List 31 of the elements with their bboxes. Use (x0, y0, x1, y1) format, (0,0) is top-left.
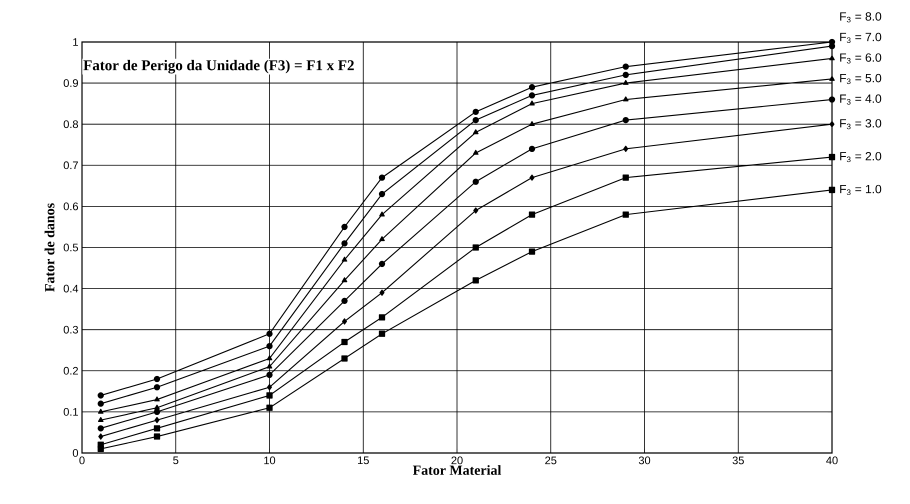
y-tick-label: 0.9 (64, 79, 78, 87)
series-label: F$_{3}$ = 6.0 (840, 53, 882, 64)
series-label: F$_{3}$ = 8.0 (840, 12, 882, 22)
legend-label: F$_{3}$ = 7.0 (840, 32, 882, 43)
legend-label: F$_{3}$ = 2.0 (840, 152, 882, 162)
x-tick-label: 35 (732, 456, 744, 464)
y-tick-label: 0.1 (64, 408, 78, 416)
y-tick-label: 0.4 (64, 284, 78, 292)
x-tick-label: 10 (264, 456, 276, 464)
x-tick-label: 25 (545, 456, 556, 464)
x-tick-label: 15 (358, 456, 369, 464)
y-tick-label: 0 (72, 449, 78, 457)
x-tick-label: 20 (451, 456, 463, 464)
y-tick-label: 0.2 (64, 366, 78, 375)
x-tick-label: 5 (173, 456, 178, 464)
y-tick-label: 0.5 (64, 244, 78, 252)
y-tick-label: 0.6 (64, 202, 78, 210)
y-axis-title: Fator de danos (44, 203, 54, 292)
x-tick-label: 0 (79, 456, 85, 464)
text: Fator de Perigo da Unidade (F3) = F1 x F2 (83, 60, 354, 74)
y-tick-label: 0.8 (64, 120, 78, 128)
x-tick-label: 40 (826, 456, 838, 464)
y-tick-label: 0.3 (64, 326, 78, 334)
y-tick-label: 0.7 (64, 161, 78, 170)
x-tick-label: 30 (638, 456, 650, 464)
x-axis-title: Fator Material (412, 465, 502, 475)
series-label: F$_{3}$ = 1.0 (840, 184, 882, 196)
legend-label: F$_{3}$ = 3.0 (840, 119, 882, 130)
legend-label: F$_{3}$ = 5.0 (840, 74, 882, 84)
series-label: F$_{3}$ = 4.0 (840, 94, 882, 105)
y-tick-label: 1 (73, 38, 78, 46)
